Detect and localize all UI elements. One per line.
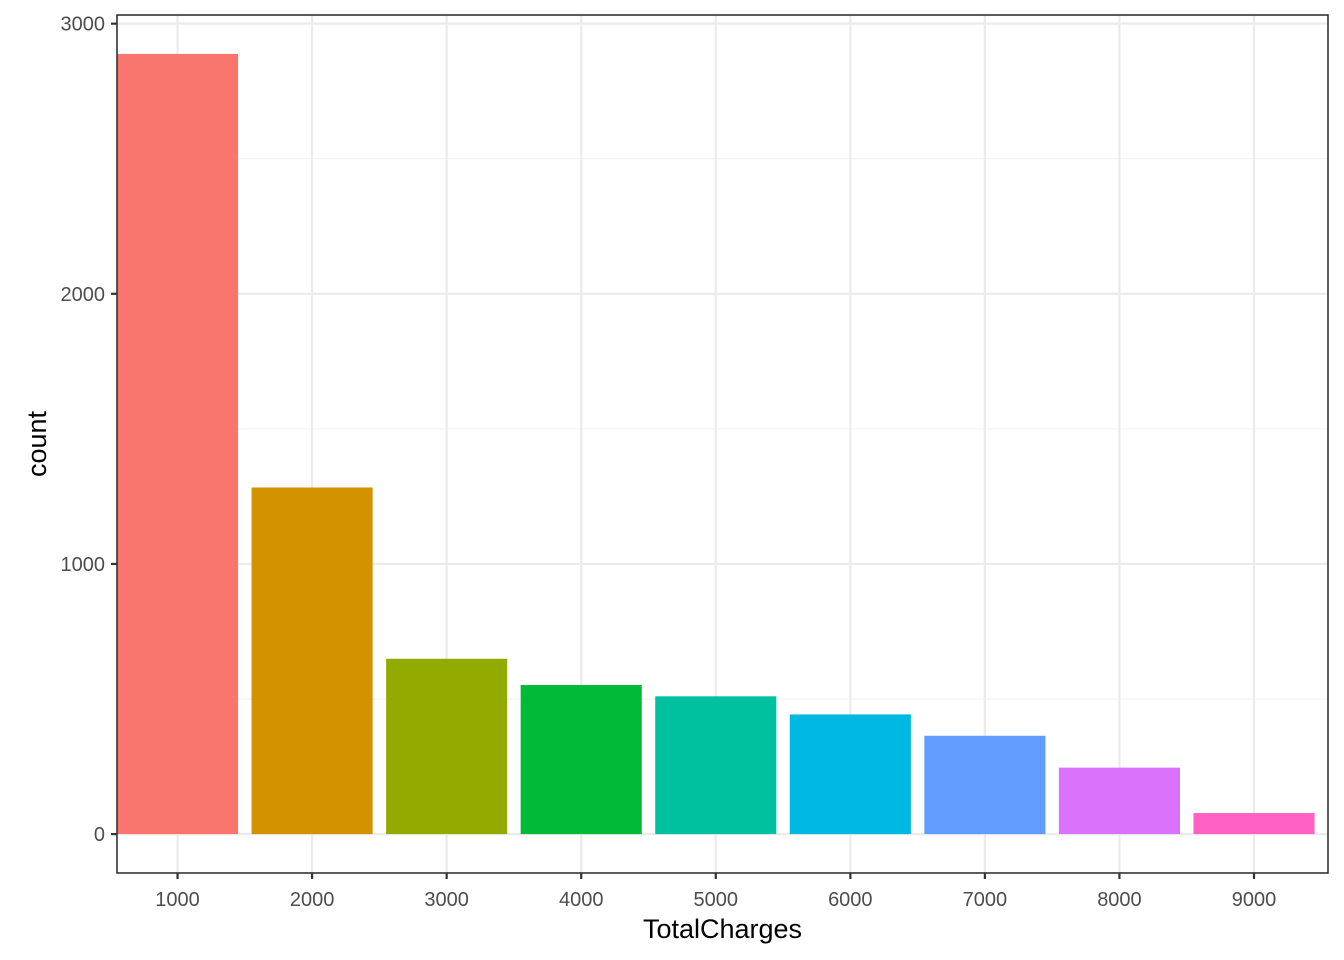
- bars: [117, 53, 1315, 835]
- panel-border: [116, 14, 1329, 874]
- x-tick-label: 2000: [290, 889, 335, 911]
- x-axis: 1000 2000 3000 4000 5000 6000 7000 8000 9000: [155, 873, 1276, 911]
- x-tick-label: 5000: [694, 889, 739, 911]
- x-tick-label: 3000: [424, 889, 469, 911]
- bar: [386, 658, 508, 835]
- y-tick-label: 3000: [61, 14, 106, 36]
- bar: [520, 684, 642, 835]
- y-tick-label: 0: [94, 824, 105, 846]
- bar: [789, 714, 911, 835]
- y-tick-label: 2000: [61, 284, 106, 306]
- x-tick-label: 9000: [1232, 889, 1277, 911]
- plot-panel: [116, 14, 1329, 874]
- bar: [117, 53, 239, 835]
- y-axis-title: count: [22, 410, 52, 477]
- x-tick-label: 6000: [828, 889, 873, 911]
- x-tick-label: 7000: [963, 889, 1008, 911]
- bar: [1193, 813, 1315, 835]
- x-axis-title: TotalCharges: [643, 914, 802, 944]
- bar: [1058, 767, 1180, 835]
- bar: [655, 696, 777, 835]
- x-tick-label: 8000: [1097, 889, 1142, 911]
- y-tick-label: 1000: [61, 554, 106, 576]
- bar: [924, 735, 1046, 835]
- x-tick-label: 4000: [559, 889, 604, 911]
- bar: [251, 487, 373, 835]
- x-tick-label: 1000: [155, 889, 200, 911]
- y-axis: 0 1000 2000 3000: [61, 14, 117, 846]
